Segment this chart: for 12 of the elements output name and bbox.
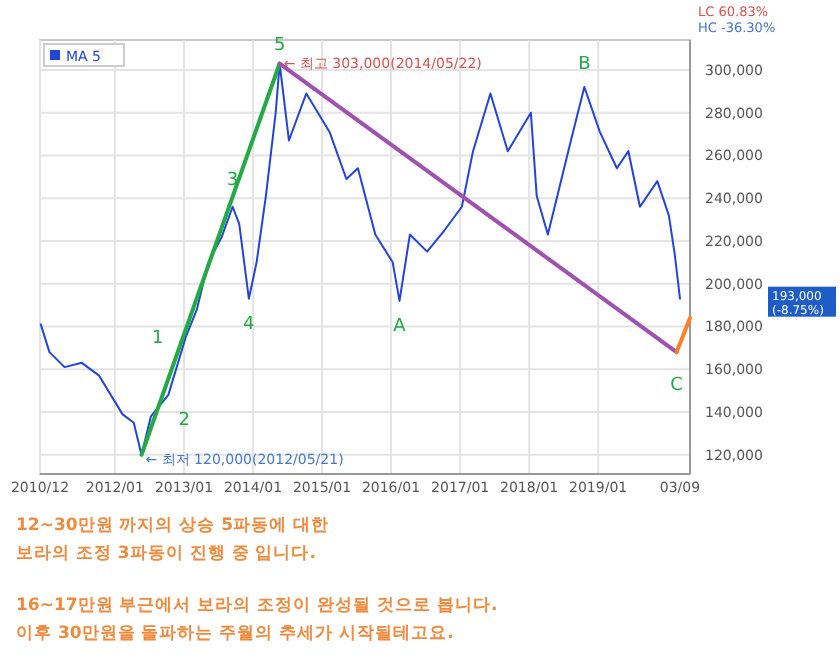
annotation: 5 — [273, 35, 286, 56]
annotation: 2 — [178, 411, 191, 432]
annotation: 4 — [243, 314, 256, 335]
text: 12~30만원 까지의 상승 5파동에 대한 — [16, 516, 330, 536]
text: 보라의 조정 3파동이 진행 중 입니다. — [16, 544, 316, 564]
text: 이후 30만원을 돌파하는 주월의 추세가 시작될테고요. — [16, 624, 454, 644]
annotation: 1 — [151, 329, 164, 350]
annotation: 3 — [226, 171, 239, 192]
annotation: B — [578, 55, 591, 76]
annotation: A — [393, 317, 408, 338]
annotation: C — [670, 376, 683, 397]
text: 16~17만원 부근에서 보라의 조정이 완성될 것으로 봅니다. — [16, 596, 498, 616]
